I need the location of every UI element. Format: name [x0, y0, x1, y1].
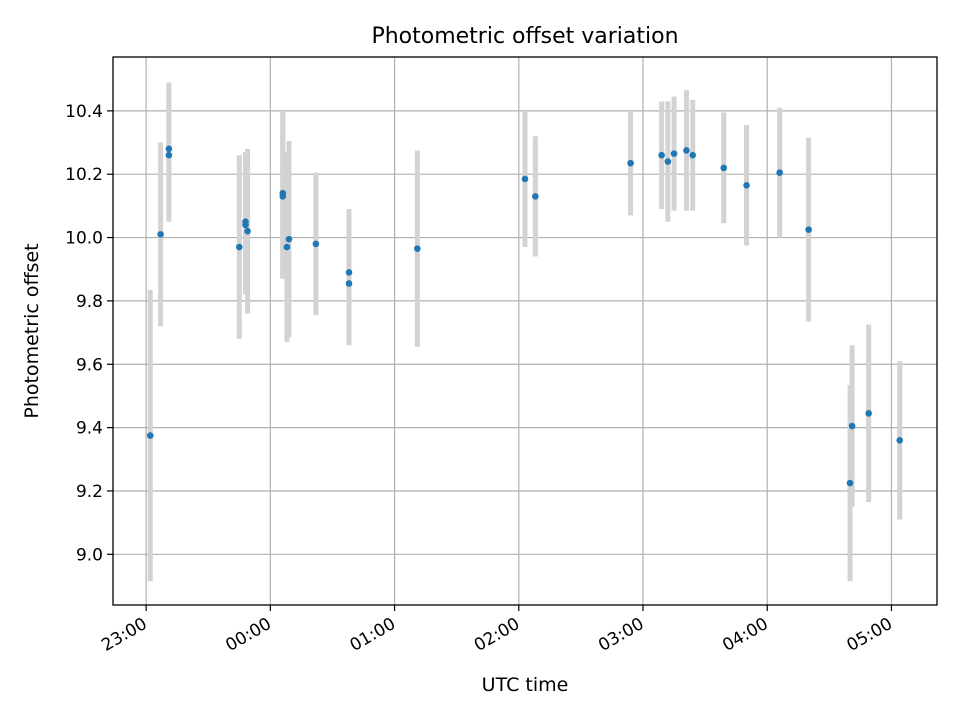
plot-frame — [112, 56, 938, 606]
y-tick-label: 9.4 — [76, 419, 103, 439]
data-point — [743, 181, 750, 189]
data-point — [242, 218, 249, 226]
y-tick-label: 10.4 — [65, 102, 103, 122]
chart-title: Photometric offset variation — [371, 24, 678, 49]
y-tick-label: 9.0 — [76, 545, 103, 565]
y-axis-ticks: 9.0 9.2 9.4 9.6 9.8 10.0 10.2 10.4 — [65, 102, 113, 565]
data-point — [312, 240, 320, 248]
data-point — [414, 245, 421, 252]
y-tick-label: 9.8 — [76, 292, 103, 312]
data-point — [896, 436, 904, 444]
data-point — [345, 280, 353, 287]
y-tick-label: 10.0 — [65, 229, 103, 249]
data-points — [146, 145, 904, 487]
data-point — [865, 410, 872, 417]
data-point — [279, 189, 287, 197]
data-point — [664, 158, 672, 165]
data-point — [683, 147, 690, 154]
data-point — [720, 164, 728, 172]
data-point — [235, 243, 243, 251]
y-axis-label: Photometric offset — [21, 243, 43, 418]
y-tick-label: 10.2 — [65, 165, 103, 185]
data-point — [285, 235, 293, 243]
data-point — [776, 169, 783, 176]
data-point — [157, 231, 164, 238]
data-point — [532, 193, 539, 200]
data-point — [848, 422, 856, 430]
data-point — [244, 227, 251, 235]
y-tick-label: 9.6 — [76, 355, 103, 375]
data-point — [521, 175, 529, 183]
x-axis-label: UTC time — [482, 674, 569, 696]
data-point — [627, 159, 634, 167]
data-point — [658, 151, 665, 159]
data-point — [805, 226, 812, 233]
data-point — [345, 269, 353, 276]
data-point — [846, 479, 854, 487]
data-point — [165, 145, 173, 153]
data-point — [146, 432, 154, 439]
data-point — [283, 243, 291, 251]
y-tick-label: 9.2 — [76, 482, 103, 502]
data-point — [165, 151, 173, 159]
data-point — [670, 150, 678, 157]
data-point — [689, 151, 696, 159]
